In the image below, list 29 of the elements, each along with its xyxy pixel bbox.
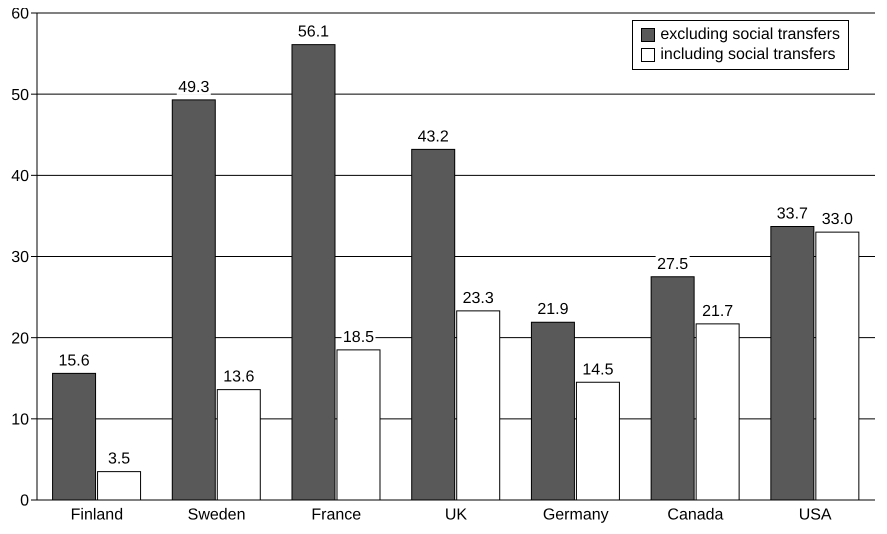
data-label: 3.5 <box>108 450 130 468</box>
data-label: 21.7 <box>702 302 734 320</box>
data-label: 21.9 <box>537 301 569 318</box>
data-label: 15.6 <box>58 352 90 370</box>
x-tick-label: Sweden <box>188 506 246 524</box>
data-label: 23.3 <box>462 290 494 307</box>
y-tick-label: 10 <box>11 412 30 429</box>
x-tick-label: UK <box>444 506 468 524</box>
data-label: 33.0 <box>822 211 854 228</box>
data-label: 33.7 <box>776 205 808 222</box>
x-tick-label: USA <box>798 506 832 524</box>
y-tick-label: 40 <box>11 168 30 186</box>
y-tick-label: 0 <box>20 492 30 510</box>
x-tick-label: Finland <box>70 506 124 524</box>
legend-label: excluding social transfers <box>660 25 840 45</box>
x-tick-label: France <box>311 506 362 524</box>
data-label: 43.2 <box>418 128 449 146</box>
data-label: 56.1 <box>298 24 330 41</box>
data-label: 27.5 <box>657 256 688 273</box>
y-tick-label: 50 <box>11 86 30 104</box>
data-label: 13.6 <box>223 368 254 386</box>
legend-label: including social transfers <box>660 45 836 65</box>
y-tick-label: 30 <box>11 249 30 266</box>
y-tick-label: 20 <box>11 330 30 348</box>
data-label: 18.5 <box>342 328 374 346</box>
x-tick-label: Canada <box>667 506 724 524</box>
data-label: 49.3 <box>178 78 210 96</box>
x-tick-label: Germany <box>542 506 609 524</box>
data-label: 14.5 <box>582 361 614 378</box>
